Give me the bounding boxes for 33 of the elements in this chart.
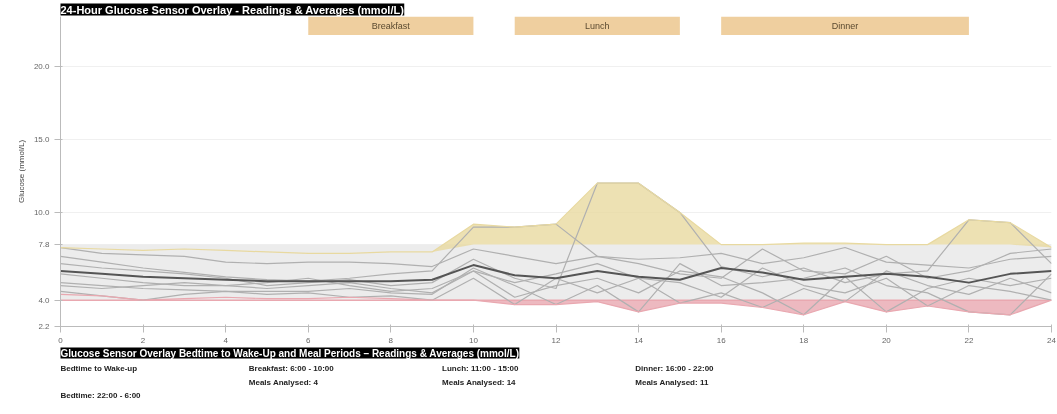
x-tick-label: 10 <box>468 335 479 345</box>
y-tick-label: 20.0 <box>33 61 51 71</box>
x-tick-label: 4 <box>223 335 229 345</box>
x-tick-label: 22 <box>964 335 974 345</box>
text: Meals Analysed: 4 <box>248 377 319 387</box>
text: Glucose Sensor Overlay Bedtime to Wake-Up and Meal Periods – Readings & Averages (mmol/L) <box>60 347 519 359</box>
y-tick-label: 15.0 <box>33 134 51 144</box>
x-tick-label: 20 <box>881 335 892 345</box>
text: Lunch: 11:00 - 15:00 <box>442 364 520 374</box>
text: Bedtime to Wake-up <box>60 364 138 374</box>
x-tick-label: 2 <box>140 335 146 345</box>
y-tick-label: 2.2 <box>38 322 51 331</box>
x-tick-label: 24 <box>1047 335 1057 345</box>
text: Breakfast: 6:00 - 10:00 <box>248 364 335 374</box>
band-label: Lunch <box>585 20 610 31</box>
x-tick-label: 0 <box>58 335 64 345</box>
x-tick-label: 16 <box>716 335 727 345</box>
x-tick-label: 6 <box>306 335 312 345</box>
y-tick-label: 10.0 <box>33 207 51 217</box>
text: Meals Analysed: 11 <box>635 377 709 387</box>
y-tick-label: 4.0 <box>38 295 51 305</box>
text: Meals Analysed: 14 <box>442 377 517 387</box>
y-tick-label: 7.8 <box>38 240 51 250</box>
x-tick-label: 8 <box>388 335 394 345</box>
band-label: Breakfast <box>371 20 411 31</box>
x-tick-label: 14 <box>634 335 644 345</box>
y-axis-title: Glucose (mmol/L) <box>16 139 26 204</box>
text: Bedtime: 22:00 - 6:00 <box>60 391 142 401</box>
text: Dinner: 16:00 - 22:00 <box>635 364 715 374</box>
chart-title: 24-Hour Glucose Sensor Overlay - Readings & Averages (mmol/L) <box>60 3 405 16</box>
x-tick-label: 18 <box>799 335 809 345</box>
band-label: Dinner <box>831 20 859 31</box>
x-tick-label: 12 <box>551 335 561 345</box>
